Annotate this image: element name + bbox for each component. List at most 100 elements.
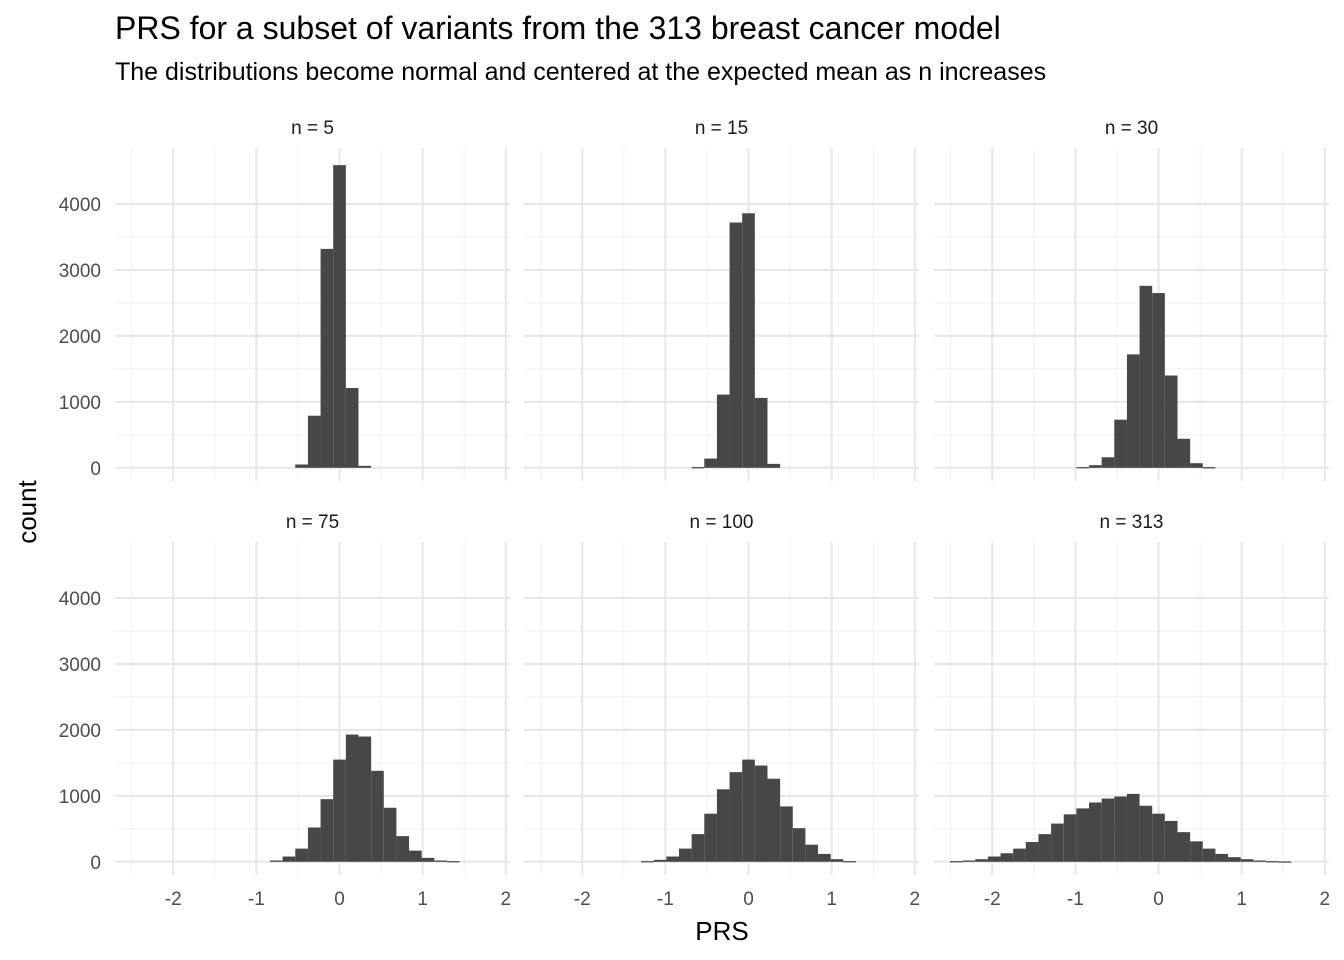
histogram-bar	[295, 464, 308, 468]
histogram-bar	[1000, 853, 1014, 862]
histogram-bar	[1278, 861, 1292, 863]
histogram-bar	[729, 772, 743, 862]
y-tick-label: 2000	[59, 721, 101, 742]
facet-label: n = 313	[1100, 512, 1164, 533]
histogram-bar	[1038, 834, 1052, 862]
histogram-bar	[653, 859, 667, 862]
histogram-bar	[754, 765, 768, 862]
x-tick-label: -1	[248, 889, 265, 910]
x-axis-title: PRS	[695, 916, 748, 946]
histogram-bar	[320, 248, 334, 468]
histogram-bar	[666, 856, 680, 862]
histogram-bar	[1265, 861, 1279, 863]
histogram-bar	[307, 415, 321, 468]
chart-title: PRS for a subset of variants from the 31…	[115, 10, 1001, 46]
y-tick-label: 3000	[59, 261, 101, 282]
y-tick-label: 4000	[59, 195, 101, 216]
x-tick-label: 0	[1153, 889, 1164, 910]
histogram-bar	[830, 859, 844, 862]
histogram-bar	[421, 857, 435, 862]
histogram-bar	[843, 861, 856, 863]
x-tick-label: 0	[743, 889, 754, 910]
histogram-bar	[987, 856, 1001, 862]
histogram-bar	[754, 397, 768, 468]
histogram-bar	[371, 770, 384, 862]
x-tick-label: -2	[165, 889, 182, 910]
histogram-bar	[1101, 798, 1115, 862]
histogram-bar	[1114, 796, 1127, 862]
histogram-bar	[742, 213, 755, 468]
histogram-bar	[691, 834, 705, 862]
y-axis-title: count	[12, 479, 42, 543]
y-tick-label: 1000	[59, 787, 101, 808]
histogram-bar	[358, 465, 372, 468]
histogram-bar	[434, 860, 447, 862]
histogram-bar	[691, 467, 705, 469]
x-tick-label: 1	[1236, 889, 1247, 910]
histogram-bar	[792, 828, 806, 862]
histogram-bar	[1253, 860, 1266, 862]
x-tick-label: -2	[574, 889, 591, 910]
chart-subtitle: The distributions become normal and cent…	[115, 58, 1047, 86]
histogram-bar	[345, 734, 359, 862]
histogram-bar	[704, 458, 717, 468]
facet-label: n = 15	[695, 118, 748, 139]
histogram-bar	[1013, 848, 1026, 862]
histogram-bar	[409, 850, 422, 862]
histogram-bar	[333, 165, 346, 468]
x-tick-label: 0	[334, 889, 345, 910]
histogram-bar	[1126, 793, 1140, 862]
histogram-bar	[383, 807, 397, 862]
x-tick-label: 1	[826, 889, 837, 910]
histogram-bar	[1025, 842, 1039, 862]
histogram-bar	[1114, 419, 1127, 468]
facet-label: n = 75	[286, 512, 339, 533]
histogram-bar	[716, 789, 730, 862]
histogram-bar	[1202, 467, 1216, 469]
histogram-bar	[1177, 832, 1191, 862]
histogram-bar	[333, 759, 346, 862]
histogram-bar	[345, 388, 359, 468]
histogram-bar	[962, 860, 976, 862]
grid-layer	[115, 148, 1329, 875]
histogram-bar	[1051, 823, 1064, 862]
histogram-bar	[320, 799, 334, 862]
histogram-bar	[295, 848, 308, 862]
histogram-bar	[1215, 853, 1229, 862]
x-tick-label: -1	[657, 889, 674, 910]
histogram-bar	[1164, 375, 1178, 468]
histogram-bar	[679, 848, 692, 862]
x-tick-label: -2	[984, 889, 1001, 910]
histogram-bar	[307, 827, 321, 862]
bar-layer	[270, 165, 1292, 863]
histogram-bar	[641, 861, 654, 863]
histogram-bar	[1089, 465, 1102, 468]
histogram-bar	[1152, 293, 1165, 468]
histogram-bar	[1177, 438, 1191, 468]
x-tick-label: 2	[1320, 889, 1331, 910]
histogram-bar	[742, 759, 755, 862]
y-tick-label: 3000	[59, 655, 101, 676]
x-tick-label: 1	[417, 889, 428, 910]
histogram-bar	[1240, 859, 1254, 862]
facet-label: n = 5	[291, 118, 334, 139]
histogram-bar	[1139, 285, 1153, 468]
histogram-bar	[1063, 814, 1077, 862]
histogram-bar	[1202, 848, 1216, 862]
histogram-bar	[704, 813, 717, 862]
histogram-bar	[729, 222, 743, 468]
x-tick-label: -1	[1067, 889, 1084, 910]
histogram-bar	[1164, 820, 1178, 862]
y-tick-label: 0	[90, 459, 101, 480]
y-tick-label: 4000	[59, 589, 101, 610]
histogram-bar	[1126, 354, 1140, 468]
x-tick-label: 2	[501, 889, 512, 910]
histogram-bar	[1190, 841, 1203, 862]
x-tick-label: 2	[910, 889, 921, 910]
histogram-bar	[780, 806, 793, 862]
histogram-bar	[396, 836, 410, 862]
histogram-bar	[1190, 463, 1203, 468]
histogram-bar	[975, 859, 988, 862]
histogram-bar	[1228, 857, 1241, 862]
